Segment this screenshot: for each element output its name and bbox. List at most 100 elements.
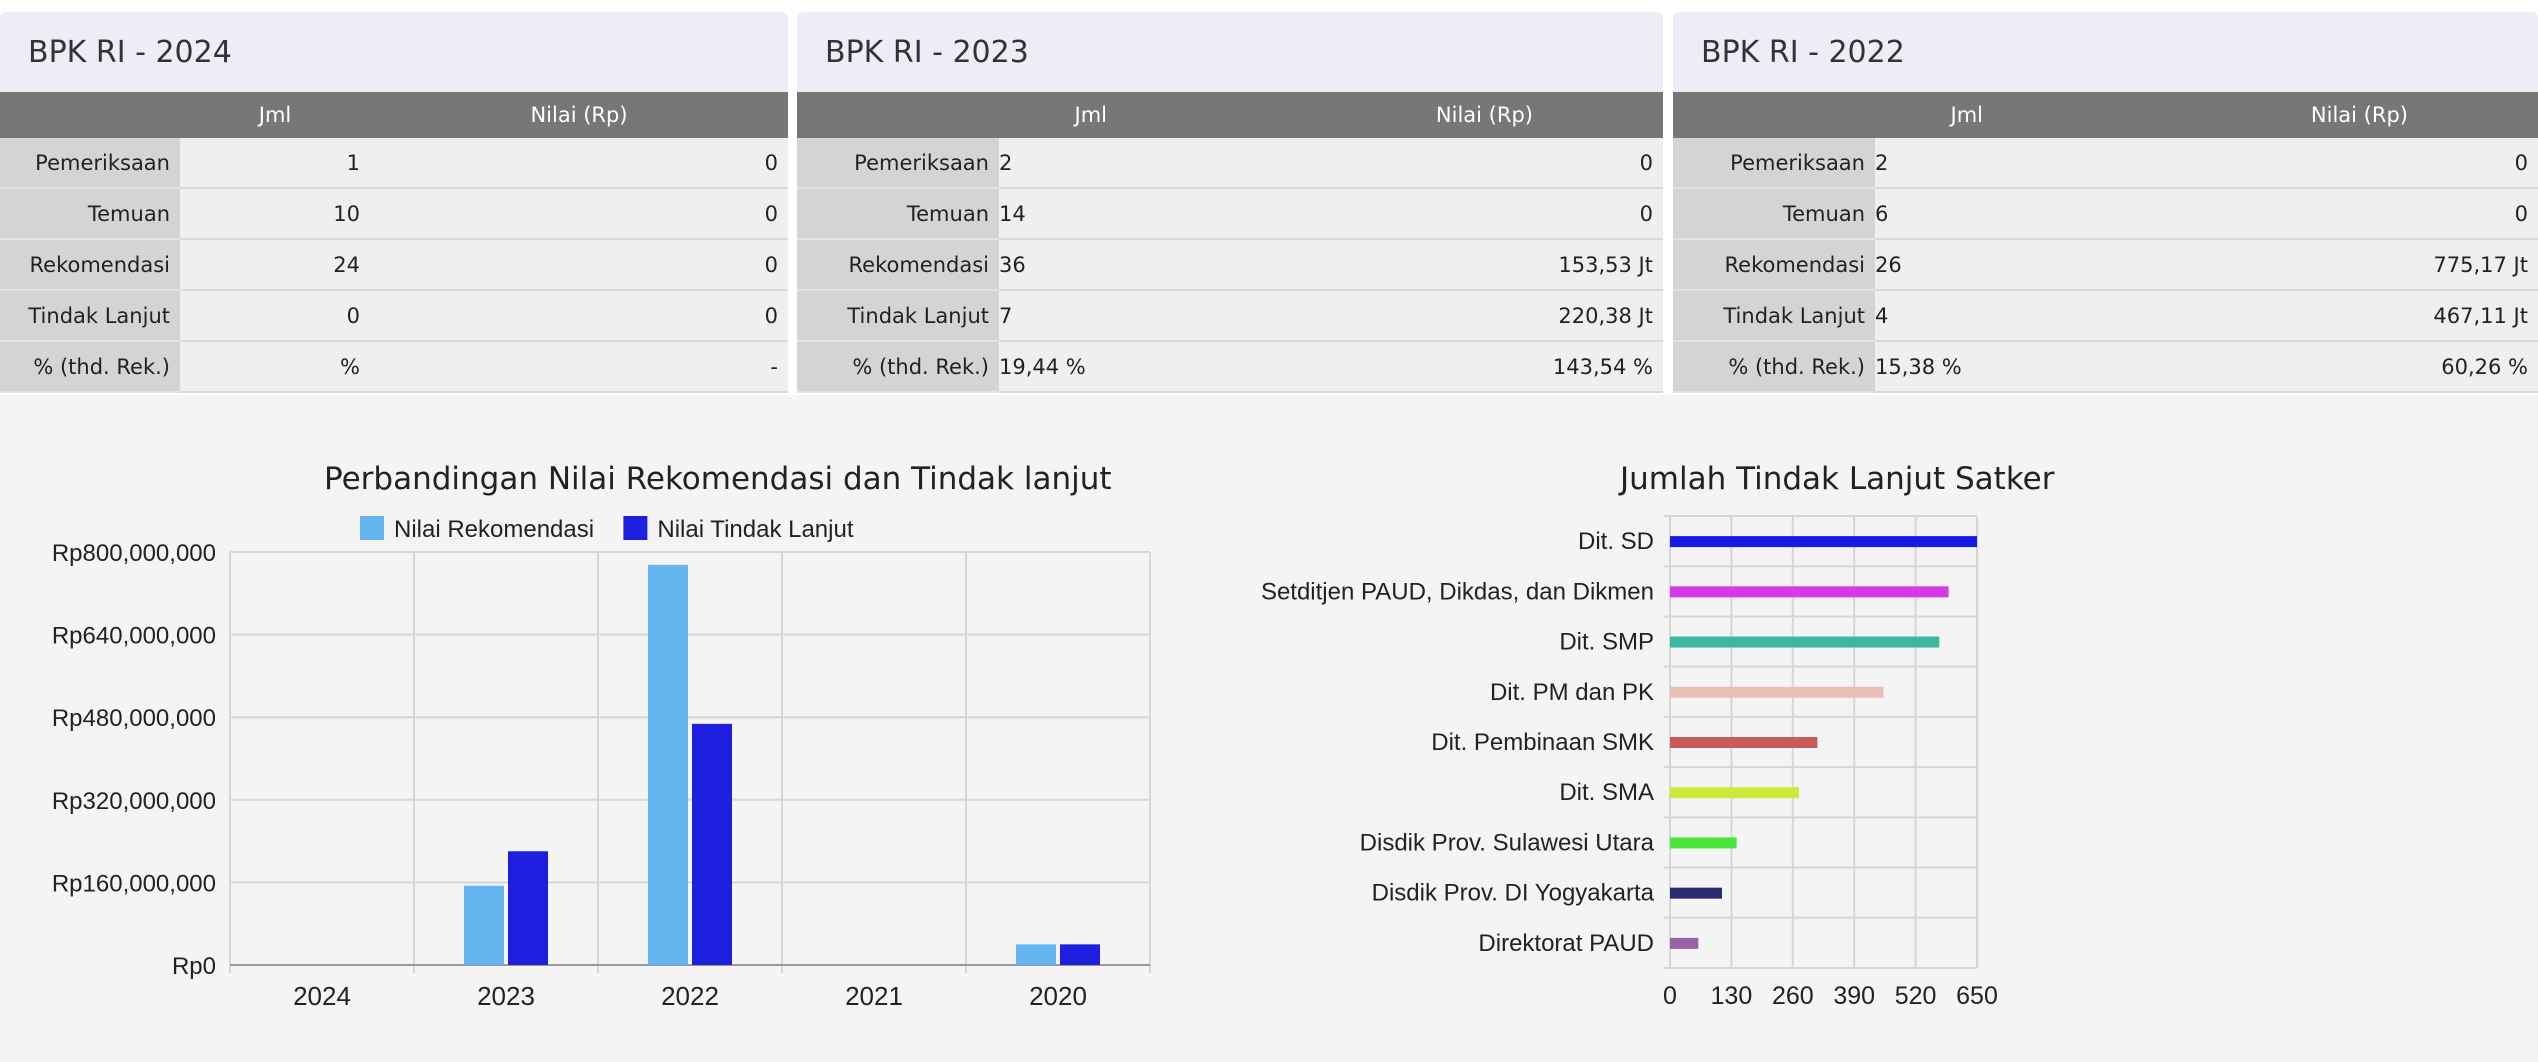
nilai-value: 0	[1107, 188, 1663, 240]
bar-rekomendasi-2020	[1016, 944, 1056, 965]
row-label: % (thd. Rek.)	[1673, 341, 1875, 393]
hbar-chart-title: Jumlah Tindak Lanjut Satker	[1620, 461, 2055, 497]
jml-value: 26	[1875, 239, 1983, 291]
x-tick-label: 0	[1663, 982, 1677, 1010]
hbar-5	[1670, 787, 1799, 799]
hbar-1	[1670, 586, 1949, 598]
summary-table: Jml Nilai (Rp) Pemeriksaan 2 0 Temuan 6 0 Re…	[1673, 92, 2538, 393]
y-tick-label: Rp320,000,000	[52, 788, 216, 815]
nilai-value: 0	[370, 188, 788, 240]
panel-bpk-2023: BPK RI - 2023 Jml Nilai (Rp) Pemeriksaan…	[797, 12, 1663, 393]
jml-value: 6	[1875, 188, 1983, 240]
summary-table: Jml Nilai (Rp) Pemeriksaan 2 0 Temuan 14 0 R…	[797, 92, 1663, 393]
y-category-label: Disdik Prov. DI Yogyakarta	[1372, 880, 1655, 907]
jml-value: 24	[180, 239, 370, 291]
x-tick-label: 520	[1895, 982, 1937, 1010]
nilai-value: 0	[1983, 188, 2538, 240]
x-tick-label: 390	[1833, 982, 1875, 1010]
x-tick-label: 2023	[477, 981, 535, 1011]
nilai-value: 60,26 %	[1983, 341, 2538, 393]
nilai-value: 0	[1107, 138, 1663, 189]
x-tick-label: 2024	[293, 981, 351, 1011]
table-header-row: Jml Nilai (Rp)	[0, 92, 788, 138]
nilai-value: 0	[370, 239, 788, 291]
table-row: Temuan 10 0	[0, 188, 788, 240]
hbar-7	[1670, 887, 1722, 899]
y-category-label: Dit. SMA	[1559, 779, 1654, 806]
rekomendasi-vs-tindak-lanjut-chart: Nilai Rekomendasi Nilai Tindak Lanjut Rp0 R…	[52, 516, 1151, 1011]
x-tick-label: 2020	[1029, 981, 1087, 1011]
nilai-value: 467,11 Jt	[1983, 290, 2538, 342]
legend-label: Nilai Tindak Lanjut	[657, 516, 853, 543]
y-tick-label: Rp640,000,000	[52, 623, 216, 650]
col-jml-header: Jml	[1875, 92, 1983, 138]
jml-value: %	[180, 341, 370, 393]
hbar-0	[1670, 536, 1977, 548]
col-nilai-header: Nilai (Rp)	[1107, 92, 1663, 138]
nilai-value: -	[370, 341, 788, 393]
row-label: Pemeriksaan	[1673, 138, 1875, 189]
row-label: Temuan	[1673, 188, 1875, 240]
row-label: Pemeriksaan	[797, 138, 999, 189]
jml-value: 7	[999, 290, 1107, 342]
y-category-label: Dit. PM dan PK	[1490, 679, 1654, 706]
y-tick-label: Rp800,000,000	[52, 540, 216, 567]
nilai-value: 153,53 Jt	[1107, 239, 1663, 291]
panel-title: BPK RI - 2023	[797, 12, 1663, 92]
nilai-value: 220,38 Jt	[1107, 290, 1663, 342]
nilai-value: 0	[370, 138, 788, 189]
jml-value: 1	[180, 138, 370, 189]
x-tick-label: 260	[1772, 982, 1814, 1010]
col-nilai-header: Nilai (Rp)	[370, 92, 788, 138]
legend-swatch	[360, 516, 384, 540]
row-label: Tindak Lanjut	[797, 290, 999, 342]
legend-label: Nilai Rekomendasi	[394, 516, 594, 543]
y-category-label: Disdik Prov. Sulawesi Utara	[1360, 829, 1655, 856]
jml-value: 15,38 %	[1875, 341, 1983, 393]
col-jml-header: Jml	[180, 92, 370, 138]
bar-chart-title: Perbandingan Nilai Rekomendasi dan Tinda…	[324, 461, 1112, 497]
nilai-value: 0	[1983, 138, 2538, 189]
bar-rekomendasi-2023	[464, 885, 504, 965]
table-row: Rekomendasi 36 153,53 Jt	[797, 239, 1663, 291]
jml-value: 14	[999, 188, 1107, 240]
hbar-3	[1670, 686, 1884, 698]
legend-swatch	[623, 516, 648, 540]
table-row: % (thd. Rek.)% -	[0, 341, 788, 393]
table-row: Temuan 6 0	[1673, 188, 2538, 240]
jml-value: 2	[1875, 138, 1983, 189]
jml-value: 0	[180, 290, 370, 342]
table-row: Temuan 14 0	[797, 188, 1663, 240]
y-tick-label: Rp160,000,000	[52, 870, 216, 897]
row-label: Pemeriksaan	[0, 138, 180, 189]
x-tick-label: 2022	[661, 981, 719, 1011]
table-row: Tindak Lanjut 4 467,11 Jt	[1673, 290, 2538, 342]
x-tick-label: 650	[1956, 982, 1998, 1010]
bar-tindak-lanjut-2020	[1060, 944, 1100, 965]
row-label: Rekomendasi	[0, 239, 180, 291]
y-category-label: Direktorat PAUD	[1478, 930, 1654, 957]
panel-bpk-2022: BPK RI - 2022 Jml Nilai (Rp) Pemeriksaan…	[1673, 12, 2538, 393]
row-label: Tindak Lanjut	[0, 290, 180, 342]
x-tick-label: 130	[1711, 982, 1753, 1010]
table-row: Tindak Lanjut 0 0	[0, 290, 788, 342]
row-label: % (thd. Rek.)	[0, 341, 180, 393]
bar-rekomendasi-2022	[648, 564, 688, 965]
row-label: Rekomendasi	[1673, 239, 1875, 291]
panel-title: BPK RI - 2022	[1673, 12, 2538, 92]
y-category-label: Dit. Pembinaan SMK	[1431, 729, 1654, 756]
chart-legend: Nilai Rekomendasi Nilai Tindak Lanjut	[360, 516, 854, 543]
table-header-row: Jml Nilai (Rp)	[1673, 92, 2538, 138]
table-row: % (thd. Rek.) 19,44 % 143,54 %	[797, 341, 1663, 393]
hbar-6	[1670, 837, 1737, 849]
tindak-lanjut-satker-chart: 0 130 260 390 520 650 Dit. SD Setditjen PAUD, D…	[1261, 515, 1998, 1010]
table-row: Rekomendasi 26 775,17 Jt	[1673, 239, 2538, 291]
x-tick-label: 2021	[845, 981, 903, 1011]
panel-title: BPK RI - 2024	[0, 12, 788, 92]
row-label: Temuan	[0, 188, 180, 240]
jml-value: 10	[180, 188, 370, 240]
row-label: Tindak Lanjut	[1673, 290, 1875, 342]
table-header-row: Jml Nilai (Rp)	[797, 92, 1663, 138]
nilai-value: 775,17 Jt	[1983, 239, 2538, 291]
col-nilai-header: Nilai (Rp)	[1983, 92, 2538, 138]
